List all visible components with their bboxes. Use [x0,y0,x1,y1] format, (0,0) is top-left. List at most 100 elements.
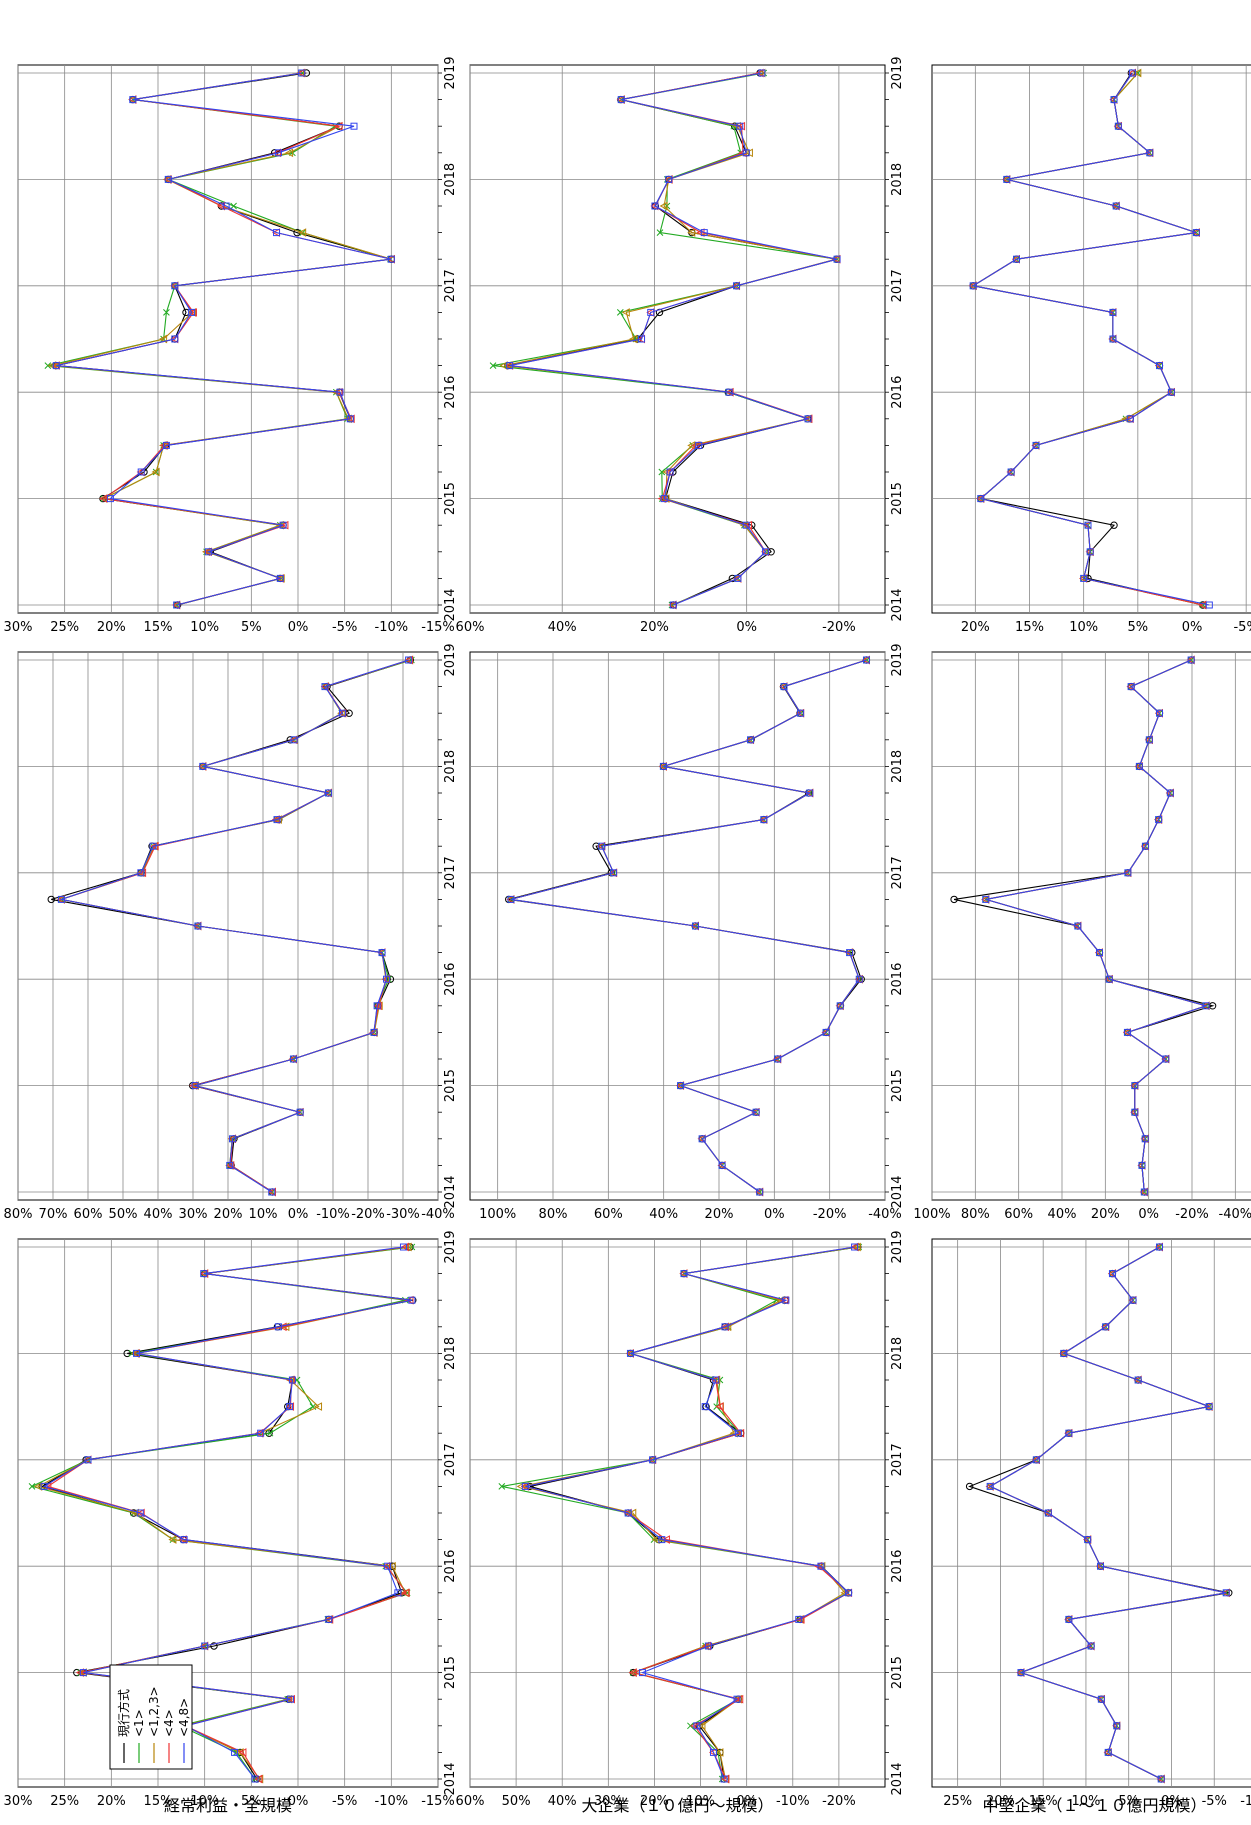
legend-entry: 現行方式 [116,1689,131,1737]
data-point [1202,1002,1210,1010]
y-tick-label: -5% [332,1794,357,1809]
data-point [691,922,699,930]
y-tick-label: 50% [109,1207,138,1222]
data-point [621,308,630,317]
x-tick-label: 2016 [890,376,905,409]
data-point [977,495,985,503]
y-tick-label: -10% [1240,1794,1251,1809]
data-point [725,388,733,396]
data-point [28,1483,36,1490]
data-point [742,521,750,529]
y-tick-label: -30% [386,1207,420,1222]
y-tick-label: 5% [241,1794,262,1809]
data-point [851,1243,859,1251]
data-point [701,1403,709,1411]
data-point [400,1242,409,1252]
y-tick-label: 20% [1091,1207,1120,1222]
data-point [855,975,863,983]
data-point [659,201,668,211]
x-tick-label: 2017 [890,856,905,889]
legend-entry: <1> [132,1709,146,1737]
y-tick-label: 80% [4,1207,33,1222]
data-point [373,1002,381,1010]
data-point [1110,96,1118,104]
data-point [1146,149,1154,157]
legend-entry: <1,2,3> [147,1686,161,1737]
data-point [57,895,65,903]
x-tick-label: 2018 [443,163,458,196]
data-point [1013,255,1020,263]
data-point [1127,683,1135,691]
data-point [656,229,664,236]
x-tick-label: 2016 [443,963,458,996]
data-point [1155,816,1163,824]
x-tick-label: 2018 [890,1337,905,1370]
data-point [1156,1243,1163,1251]
data-point [721,1323,729,1331]
data-point [1096,1562,1104,1570]
panel-frame [17,1238,439,1788]
series-line [510,659,867,1193]
data-point [346,414,355,424]
data-point [123,1349,131,1358]
data-point [1123,1028,1131,1036]
rotated-figure: 全産業製造業非製造業-15%-10%-5%0%5%10%15%20%25%30%… [4,56,1251,1815]
data-point [405,656,413,664]
data-point [1157,1775,1165,1783]
data-point [99,494,108,503]
data-point [271,815,280,824]
x-tick-label: 2016 [890,963,905,996]
data-point [1114,122,1122,130]
x-tick-label: 2017 [443,269,458,302]
y-tick-label: -20% [822,1794,856,1809]
y-tick-label: 20% [97,620,126,635]
data-point [702,1641,711,1651]
data-point [498,1483,506,1490]
data-point [677,1082,685,1090]
data-point [1156,709,1163,717]
y-tick-label: 100% [479,1207,516,1222]
data-point [266,1429,274,1437]
data-point [1097,1695,1105,1703]
data-point [695,441,703,449]
data-point [822,1028,830,1036]
data-point [137,468,145,476]
data-point [106,495,114,503]
data-point [1109,335,1117,343]
data-point [756,1188,764,1196]
x-tick-label: 2015 [443,1656,458,1689]
data-point [521,1482,529,1490]
y-tick-label: 25% [50,620,79,635]
data-point [715,1402,724,1411]
data-point [150,841,159,851]
y-tick-label: -15% [421,1794,455,1809]
series-line [42,1246,412,1780]
x-tick-label: 2014 [443,1762,458,1795]
data-point [265,1429,273,1437]
y-tick-label: 5% [1118,1794,1139,1809]
panel-1-1: -40% -20% 0% 20% 40% 60% 80% 100% 2014 2015 2016 20… [469,643,905,1222]
data-point [1205,601,1213,609]
data-point [1080,574,1088,582]
data-point [378,949,386,957]
data-point [758,69,766,77]
data-point [762,548,770,556]
data-point [1065,1429,1073,1437]
data-point [1124,869,1132,877]
data-point [700,229,708,237]
data-point [626,1349,634,1357]
data-point [401,1588,410,1598]
data-point [628,1668,637,1677]
y-tick-label: 70% [39,1207,68,1222]
data-point [268,1188,276,1196]
data-point [1084,1536,1092,1544]
data-point [697,1721,706,1731]
data-point [1133,68,1142,78]
data-point [173,601,181,609]
data-point [399,1243,407,1251]
data-point [718,1161,726,1169]
y-tick-label: -5% [1234,620,1251,635]
y-tick-label: 5% [1128,620,1149,635]
x-tick-label: 2016 [443,376,458,409]
